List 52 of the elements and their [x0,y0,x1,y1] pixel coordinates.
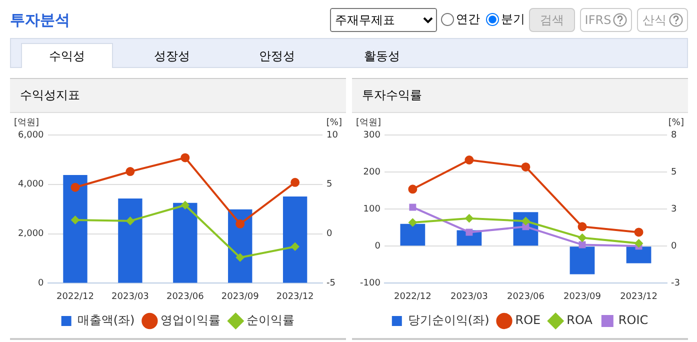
y-tick-label: 100 [363,204,381,214]
text: 주재무제표 [330,8,437,32]
text: 분기 [500,11,525,28]
y2-tick-label: 0 [326,229,333,240]
x-tick-label: 2023/06 [507,292,545,302]
y2-tick-label: 8 [671,130,678,140]
text: 연간 [455,11,480,28]
y2-tick-label: 5 [326,180,332,190]
text: 수익성 [21,43,113,68]
y-tick-label: -100 [360,278,381,289]
y2-tick-label: -5 [326,278,336,289]
text: 투자분석 [10,11,70,30]
text: 검색 [529,8,575,32]
text: IFRS [580,8,632,32]
x-tick-label: 2023/12 [276,292,314,302]
y-tick-label: 4,000 [18,180,44,190]
chart-title: 수익성지표 [10,79,346,113]
x-tick-label: 2023/03 [450,292,488,302]
x-tick-label: 2023/09 [221,292,260,302]
legend-label: ROE [515,313,541,328]
y2-tick-label: 10 [326,130,338,140]
y2-tick-label: 0 [671,241,678,252]
x-tick-label: 2023/06 [166,292,204,302]
x-tick-label: 2022/12 [56,292,94,302]
chart-title: 투자수익률 [352,79,688,113]
text: 산식 [637,8,688,32]
legend-label: 순이익률 [246,313,295,328]
text: 성장성 [153,48,191,65]
x-tick-label: 2023/12 [620,292,658,302]
legend-label: ROA [566,313,594,328]
legend-label: 매출액(좌) [77,313,135,328]
y-axis-title: [억원] [14,118,40,128]
y2-tick-label: -3 [671,278,680,289]
y-tick-label: 0 [374,241,381,252]
legend-label: 영업이익률 [160,313,221,328]
y-tick-label: 2,000 [18,229,44,240]
legend-label: 당기순이익(좌) [408,313,490,328]
y-tick-label: 300 [363,130,381,140]
y2-tick-label: 5 [671,167,677,178]
y-axis-title: [억원] [356,118,382,128]
y2-axis-title: [%] [326,118,342,128]
x-tick-label: 2022/12 [394,292,432,302]
x-tick-label: 2023/09 [564,292,602,302]
y-tick-label: 200 [363,167,381,178]
y-tick-label: 6,000 [18,130,44,140]
x-tick-label: 2023/03 [112,292,149,302]
y-tick-label: 0 [38,278,44,289]
text: 활동성 [363,48,401,65]
y2-axis-title: [%] [668,118,684,128]
text: 안정성 [258,48,296,65]
y2-tick-label: 3 [671,204,677,214]
legend-label: ROIC [618,313,648,328]
